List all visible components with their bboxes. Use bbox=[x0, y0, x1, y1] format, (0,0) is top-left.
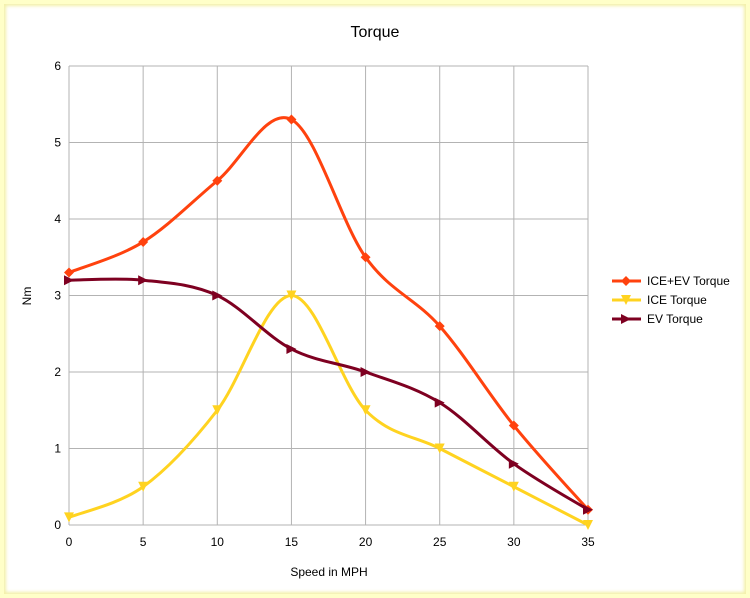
x-tick-label: 20 bbox=[359, 535, 373, 549]
data-point bbox=[508, 458, 519, 469]
y-tick-label: 4 bbox=[54, 212, 61, 226]
data-point bbox=[286, 114, 297, 125]
y-axis-label: Nm bbox=[20, 287, 34, 306]
series-0 bbox=[64, 114, 593, 515]
data-point bbox=[64, 512, 74, 523]
x-tick-label: 35 bbox=[581, 535, 595, 549]
data-point bbox=[286, 344, 297, 355]
data-point bbox=[64, 267, 74, 278]
data-point bbox=[434, 397, 445, 408]
data-point bbox=[360, 367, 371, 377]
series-line bbox=[68, 277, 589, 511]
series-line bbox=[68, 294, 589, 527]
y-tick-label: 3 bbox=[54, 289, 61, 303]
series-1 bbox=[64, 290, 593, 530]
legend-marker bbox=[621, 276, 631, 286]
data-point bbox=[286, 290, 297, 301]
data-point bbox=[434, 443, 445, 454]
grid-lines bbox=[68, 65, 589, 526]
data-point bbox=[434, 321, 445, 332]
data-point bbox=[212, 405, 223, 416]
y-tick-label: 2 bbox=[54, 365, 61, 379]
legend-item: ICE Torque bbox=[612, 293, 707, 307]
x-tick-label: 15 bbox=[285, 535, 299, 549]
data-point bbox=[508, 420, 519, 431]
x-tick-labels: 0 5 10 15 20 25 30 35 bbox=[66, 535, 595, 549]
y-tick-label: 5 bbox=[54, 136, 61, 150]
data-point bbox=[138, 481, 149, 492]
x-tick-label: 0 bbox=[66, 535, 73, 549]
legend-label: ICE+EV Torque bbox=[647, 274, 730, 288]
x-axis-label: Speed in MPH bbox=[290, 565, 367, 579]
legend-label: EV Torque bbox=[647, 312, 703, 326]
data-point bbox=[583, 504, 593, 515]
x-tick-label: 25 bbox=[433, 535, 447, 549]
data-point bbox=[212, 290, 223, 301]
data-point bbox=[212, 175, 223, 186]
legend-marker bbox=[621, 314, 631, 324]
y-tick-labels: 0 1 2 3 4 5 6 bbox=[54, 59, 61, 532]
data-point bbox=[508, 481, 519, 492]
chart-title: Torque bbox=[351, 24, 400, 41]
data-point bbox=[360, 405, 371, 416]
series-group bbox=[64, 114, 593, 530]
x-tick-label: 30 bbox=[507, 535, 521, 549]
legend-item: EV Torque bbox=[612, 312, 703, 326]
data-point bbox=[64, 275, 74, 286]
axes bbox=[68, 66, 588, 526]
data-point bbox=[360, 252, 371, 263]
y-tick-label: 0 bbox=[54, 518, 61, 532]
series-2 bbox=[64, 275, 593, 515]
legend-marker bbox=[621, 295, 631, 305]
x-tick-label: 5 bbox=[140, 535, 147, 549]
legend-item: ICE+EV Torque bbox=[612, 274, 730, 288]
data-point bbox=[583, 520, 593, 530]
legend-label: ICE Torque bbox=[647, 293, 707, 307]
data-point bbox=[138, 236, 149, 247]
x-tick-label: 10 bbox=[211, 535, 225, 549]
legend: ICE+EV Torque ICE Torque EV Torque bbox=[612, 274, 730, 326]
y-tick-label: 6 bbox=[54, 59, 61, 73]
data-point bbox=[138, 275, 149, 286]
y-tick-label: 1 bbox=[54, 442, 61, 456]
series-line bbox=[68, 116, 590, 511]
